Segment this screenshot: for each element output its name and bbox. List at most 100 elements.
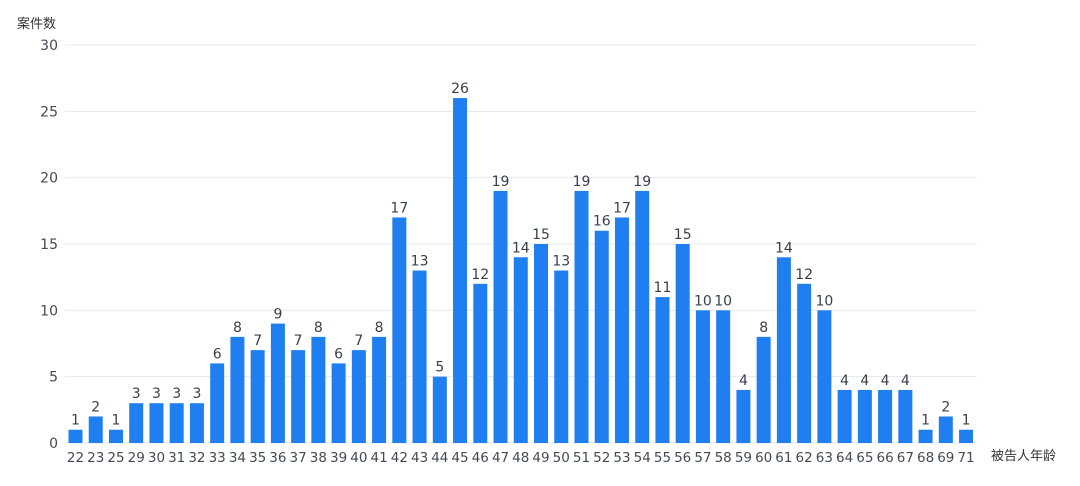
bar-value-label: 4 <box>739 373 748 389</box>
x-tick-label: 38 <box>310 450 327 466</box>
bar-value-label: 17 <box>613 200 631 216</box>
bar-value-label: 10 <box>815 293 833 309</box>
bar-value-label: 13 <box>552 254 570 270</box>
x-tick-label: 31 <box>168 450 185 466</box>
bar <box>797 283 812 443</box>
bar-value-label: 26 <box>451 81 469 97</box>
x-tick-label: 63 <box>816 450 833 466</box>
bar-value-label: 12 <box>471 267 489 283</box>
x-tick-label: 46 <box>472 450 489 466</box>
bar <box>453 98 468 444</box>
bar-value-label: 1 <box>71 413 80 429</box>
bar <box>169 403 184 443</box>
x-tick-label: 29 <box>128 450 145 466</box>
bar-value-label: 8 <box>314 320 323 336</box>
x-axis-ticks: 22 23 25 29 30 31 32 33 34 35 36 37 38 39 40 41 42 43 44 45… <box>67 450 975 466</box>
x-tick-label: 68 <box>917 450 934 466</box>
bar-value-label: 9 <box>273 307 282 323</box>
bar <box>614 217 629 443</box>
x-tick-label: 65 <box>856 450 873 466</box>
bar <box>473 283 488 443</box>
bar-value-label: 2 <box>941 399 950 415</box>
x-tick-label: 59 <box>735 450 752 466</box>
bar-value-label: 3 <box>132 386 141 402</box>
x-tick-label: 49 <box>532 450 549 466</box>
x-tick-label: 36 <box>269 450 286 466</box>
x-tick-label: 64 <box>836 450 853 466</box>
bar <box>695 310 710 443</box>
x-tick-label: 23 <box>87 450 104 466</box>
bar-value-label: 7 <box>294 333 303 349</box>
bar-value-label: 4 <box>860 373 869 389</box>
x-tick-label: 50 <box>553 450 570 466</box>
x-tick-label: 44 <box>431 450 448 466</box>
y-tick-label: 0 <box>49 436 58 452</box>
x-tick-label: 33 <box>209 450 226 466</box>
bar-value-label: 8 <box>375 320 384 336</box>
bar-value-label: 3 <box>192 386 201 402</box>
bar <box>857 389 872 443</box>
x-tick-label: 55 <box>654 450 671 466</box>
bar-value-label: 13 <box>411 254 429 270</box>
x-tick-label: 51 <box>573 450 590 466</box>
x-tick-label: 58 <box>715 450 732 466</box>
bar-value-label: 19 <box>492 174 510 190</box>
bar <box>918 429 933 443</box>
y-tick-label: 25 <box>40 104 58 120</box>
y-tick-label: 5 <box>49 370 58 386</box>
x-tick-label: 37 <box>290 450 307 466</box>
bar <box>270 323 285 443</box>
bar <box>635 190 650 443</box>
x-tick-label: 47 <box>492 450 509 466</box>
bar <box>716 310 731 443</box>
bar <box>88 416 103 443</box>
bar <box>534 244 549 443</box>
bar <box>736 389 751 443</box>
bar-value-label: 14 <box>775 240 793 256</box>
bar <box>554 270 569 443</box>
x-tick-label: 61 <box>775 450 792 466</box>
bar-value-label: 10 <box>694 293 712 309</box>
y-axis-ticks: 0 5 10 15 20 25 30 <box>40 38 58 452</box>
bar <box>311 336 326 443</box>
x-tick-label: 22 <box>67 450 84 466</box>
bar-value-label: 11 <box>654 280 672 296</box>
bar-value-label: 3 <box>152 386 161 402</box>
y-tick-label: 20 <box>40 171 58 187</box>
x-tick-label: 69 <box>937 450 954 466</box>
y-tick-label: 10 <box>40 303 58 319</box>
bar <box>331 363 346 443</box>
bar <box>776 257 791 443</box>
x-tick-label: 54 <box>634 450 651 466</box>
bar <box>837 389 852 443</box>
bar-value-label: 3 <box>172 386 181 402</box>
x-tick-label: 40 <box>350 450 367 466</box>
bar <box>129 403 144 443</box>
bar-value-label: 12 <box>795 267 813 283</box>
bar <box>959 429 974 443</box>
bar-value-label: 7 <box>354 333 363 349</box>
bar <box>513 257 528 443</box>
bar-value-label: 8 <box>233 320 242 336</box>
bar <box>68 429 83 443</box>
bar <box>250 350 265 443</box>
bar <box>230 336 245 443</box>
bars <box>68 98 974 444</box>
bar <box>432 376 447 443</box>
bar-value-label: 6 <box>334 346 343 362</box>
bar <box>675 244 690 443</box>
bar <box>938 416 953 443</box>
bar <box>108 429 123 443</box>
x-tick-label: 60 <box>755 450 772 466</box>
x-tick-label: 41 <box>371 450 388 466</box>
bar-value-label: 16 <box>593 214 611 230</box>
y-axis-title: 案件数 <box>17 17 56 32</box>
x-tick-label: 39 <box>330 450 347 466</box>
x-tick-label: 34 <box>229 450 246 466</box>
bar-value-label: 8 <box>759 320 768 336</box>
x-tick-label: 25 <box>107 450 124 466</box>
y-tick-label: 30 <box>40 38 58 54</box>
bar-value-label: 1 <box>921 413 930 429</box>
